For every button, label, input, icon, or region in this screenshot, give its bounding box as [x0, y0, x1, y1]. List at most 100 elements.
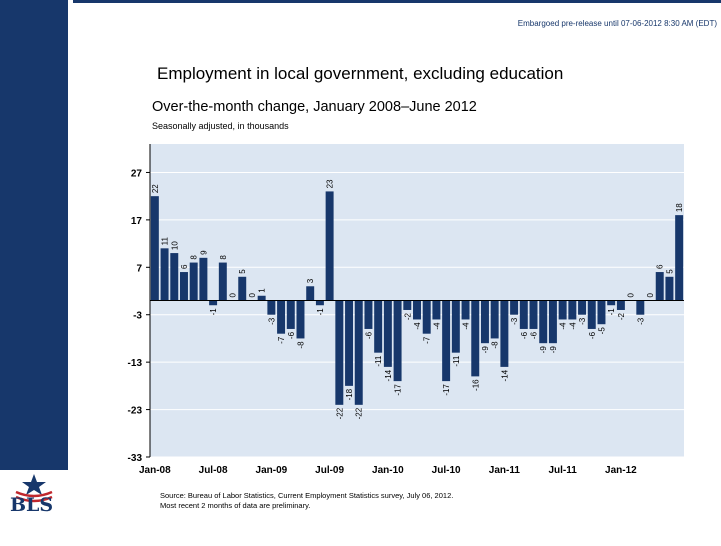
- data-label: -11: [452, 355, 461, 367]
- bar: [199, 257, 208, 301]
- data-label: -9: [549, 346, 558, 354]
- y-tick-label: -13: [128, 358, 143, 369]
- bar: [413, 300, 421, 320]
- bar: [558, 300, 567, 320]
- data-label: -3: [636, 317, 645, 325]
- data-label: -18: [345, 388, 354, 400]
- data-label: 6: [656, 264, 665, 269]
- bar: [568, 300, 577, 320]
- side-strip: [68, 0, 73, 546]
- data-label: -4: [413, 322, 422, 330]
- data-label: -3: [510, 317, 519, 325]
- y-tick-label: -33: [128, 453, 143, 464]
- bar: [393, 300, 402, 382]
- data-label: 8: [190, 255, 199, 260]
- bar: [490, 300, 499, 339]
- bar: [354, 300, 363, 405]
- data-label: -22: [355, 407, 364, 419]
- data-label: -2: [617, 312, 626, 320]
- bar: [286, 300, 295, 329]
- bar: [675, 215, 684, 301]
- data-label: -7: [277, 336, 286, 344]
- bar: [471, 300, 480, 377]
- data-label: -17: [394, 384, 403, 396]
- data-label: -4: [432, 322, 441, 330]
- data-label: -9: [481, 346, 490, 354]
- bar: [383, 300, 392, 367]
- data-label: -5: [597, 327, 606, 335]
- data-label: -11: [374, 355, 383, 367]
- bar: [257, 295, 266, 301]
- x-tick-label: Jan-08: [139, 465, 171, 476]
- bar: [238, 276, 247, 301]
- data-label: 3: [306, 278, 315, 283]
- data-label: -22: [335, 407, 344, 419]
- bar: [150, 196, 159, 301]
- data-label: -16: [471, 379, 480, 391]
- data-label: -6: [520, 331, 529, 339]
- bar: [160, 248, 169, 301]
- bar: [655, 272, 664, 301]
- data-label: -7: [423, 336, 432, 344]
- source-note: Source: Bureau of Labor Statistics, Curr…: [160, 491, 453, 511]
- bar: [587, 300, 596, 329]
- bar: [480, 300, 489, 344]
- bar: [461, 300, 470, 320]
- x-tick-label: Jul-11: [548, 465, 577, 476]
- data-label: 0: [646, 293, 655, 298]
- bar: [500, 300, 509, 367]
- data-label: -3: [578, 317, 587, 325]
- bls-logo: BLS: [0, 470, 68, 546]
- x-tick-label: Jan-09: [256, 465, 288, 476]
- data-label: -9: [539, 346, 548, 354]
- data-label: 22: [151, 184, 160, 193]
- data-label: -1: [316, 308, 325, 316]
- x-tick-label: Jan-11: [489, 465, 521, 476]
- data-label: -4: [462, 322, 471, 330]
- bar: [422, 300, 431, 334]
- data-label: 23: [326, 179, 335, 188]
- bar: [519, 300, 528, 329]
- bar: [442, 300, 451, 382]
- x-tick-label: Jan-12: [605, 465, 637, 476]
- bar: [189, 262, 198, 301]
- bar: [218, 262, 227, 301]
- data-label: 8: [219, 255, 228, 260]
- source-line-1: Source: Bureau of Labor Statistics, Curr…: [160, 491, 454, 500]
- chart-subtitle: Over-the-month change, January 2008–June…: [152, 99, 477, 115]
- data-label: -6: [364, 331, 373, 339]
- bar: [607, 300, 616, 306]
- bar: [315, 300, 324, 306]
- chart-title: Employment in local government, excludin…: [157, 64, 564, 83]
- data-label: 6: [180, 264, 189, 269]
- data-label: 9: [199, 250, 208, 255]
- data-label: -8: [296, 341, 305, 349]
- data-label: 0: [248, 293, 257, 298]
- bar: [636, 300, 645, 315]
- bar: [364, 300, 373, 329]
- data-label: -17: [442, 384, 451, 396]
- data-label: -8: [491, 341, 500, 349]
- x-tick-label: Jul-08: [199, 465, 228, 476]
- y-tick-label: 7: [136, 263, 142, 274]
- bar: [374, 300, 383, 353]
- bar: [267, 300, 276, 315]
- y-tick-label: -23: [128, 406, 143, 417]
- bar: [432, 300, 441, 320]
- data-label: 10: [170, 241, 179, 250]
- data-label: -6: [287, 331, 296, 339]
- data-label: 5: [665, 269, 674, 274]
- data-label: 11: [161, 236, 170, 245]
- unit-note: Seasonally adjusted, in thousands: [152, 121, 289, 131]
- x-tick-label: Jan-10: [372, 465, 404, 476]
- bar: [180, 272, 188, 301]
- source-line-2: Most recent 2 months of data are prelimi…: [160, 501, 311, 510]
- data-label: -4: [568, 322, 577, 330]
- data-label: 0: [627, 293, 636, 298]
- data-label: -6: [530, 331, 539, 339]
- data-label: 5: [238, 269, 247, 274]
- bar: [510, 300, 519, 315]
- top-rule: [73, 0, 721, 3]
- x-tick-label: Jul-09: [315, 465, 344, 476]
- bar: [403, 300, 412, 310]
